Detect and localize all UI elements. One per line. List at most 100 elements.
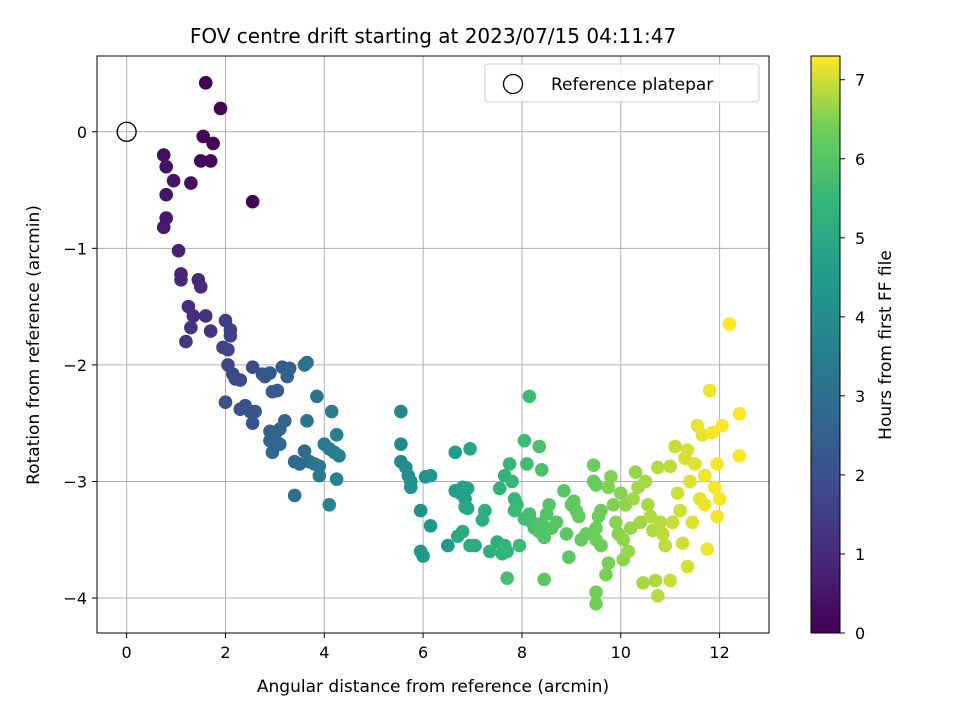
- data-point: [594, 538, 608, 553]
- data-point: [184, 320, 198, 335]
- data-point: [715, 418, 729, 433]
- y-axis-title: Rotation from reference (arcmin): [24, 205, 44, 485]
- data-point: [221, 342, 235, 357]
- y-tick-label: 0: [77, 123, 87, 142]
- data-point: [710, 457, 724, 471]
- data-point: [500, 571, 514, 586]
- x-tick-label: 0: [122, 643, 132, 662]
- data-point: [310, 389, 324, 404]
- data-point: [193, 154, 208, 168]
- data-point: [571, 509, 586, 524]
- data-point: [248, 404, 262, 419]
- data-point: [156, 148, 171, 162]
- data-point: [507, 503, 522, 518]
- data-point: [697, 468, 712, 483]
- y-tick-label: −4: [63, 589, 87, 608]
- data-point: [174, 273, 188, 287]
- data-point: [532, 439, 547, 454]
- data-point: [732, 449, 747, 463]
- data-point: [245, 416, 260, 430]
- legend-label: Reference platepar: [551, 75, 713, 95]
- data-point: [312, 468, 327, 483]
- data-point: [643, 509, 658, 524]
- data-point: [280, 369, 295, 384]
- data-point: [206, 136, 220, 151]
- y-tick-label: −1: [63, 239, 87, 258]
- data-point: [680, 559, 695, 574]
- data-point: [710, 509, 724, 524]
- data-point: [712, 492, 727, 506]
- data-point: [468, 538, 482, 553]
- data-point: [413, 503, 428, 518]
- data-point: [562, 550, 576, 565]
- data-point: [668, 439, 682, 454]
- reference-platepar-marker: [116, 121, 137, 142]
- data-point: [287, 488, 302, 503]
- data-point: [626, 492, 640, 506]
- data-point: [329, 472, 344, 486]
- data-point: [663, 459, 677, 474]
- colorbar-tick-label: 6: [855, 150, 865, 169]
- data-point: [517, 433, 532, 448]
- data-point: [621, 544, 635, 559]
- data-point: [648, 573, 663, 588]
- data-point: [549, 515, 564, 530]
- data-point: [156, 220, 171, 235]
- data-point: [198, 76, 213, 90]
- data-point: [633, 515, 648, 530]
- data-point: [245, 194, 260, 209]
- data-point: [460, 481, 475, 496]
- data-point: [198, 309, 213, 323]
- data-point: [166, 173, 181, 188]
- data-point: [416, 549, 430, 563]
- data-point: [601, 480, 616, 495]
- data-point: [579, 527, 593, 541]
- data-point: [670, 486, 685, 500]
- data-point: [594, 503, 608, 518]
- data-point: [500, 544, 514, 559]
- data-point: [673, 503, 687, 518]
- colorbar-tick-label: 5: [855, 229, 865, 248]
- data-point: [638, 474, 653, 489]
- colorbar-tick-label: 4: [855, 308, 865, 327]
- colorbar-tick-label: 0: [855, 624, 865, 643]
- data-point: [651, 460, 665, 475]
- data-point: [702, 383, 717, 398]
- legend-marker-open-circle: [502, 73, 524, 95]
- data-point: [589, 585, 603, 600]
- data-point: [512, 538, 527, 553]
- data-point: [492, 481, 507, 496]
- data-point: [628, 465, 643, 479]
- data-point: [394, 404, 408, 419]
- data-point: [233, 373, 248, 387]
- data-point: [586, 458, 601, 472]
- data-point: [732, 407, 747, 421]
- data-point: [599, 567, 613, 582]
- data-point: [655, 527, 670, 541]
- data-point: [688, 457, 702, 471]
- data-point: [653, 515, 668, 530]
- x-tick-label: 2: [220, 643, 230, 662]
- data-point: [559, 527, 574, 541]
- data-point: [705, 425, 719, 440]
- x-tick-label: 6: [418, 643, 428, 662]
- data-point: [589, 478, 603, 492]
- x-tick-label: 12: [709, 643, 729, 662]
- data-point: [196, 129, 211, 144]
- data-point: [697, 497, 712, 512]
- data-point: [680, 443, 695, 457]
- data-point: [700, 542, 715, 556]
- data-point: [463, 442, 477, 456]
- x-tick-label: 10: [611, 643, 631, 662]
- data-point: [685, 515, 700, 530]
- data-point: [665, 515, 680, 530]
- data-point: [171, 243, 186, 258]
- data-point: [203, 154, 218, 168]
- data-point: [636, 576, 650, 590]
- data-point: [448, 445, 463, 460]
- data-point: [277, 414, 292, 428]
- data-point: [537, 530, 551, 545]
- x-tick-label: 8: [517, 643, 527, 662]
- y-axis-ticks: 0 −1 −2 −3 −4: [63, 123, 97, 608]
- data-point: [186, 309, 201, 323]
